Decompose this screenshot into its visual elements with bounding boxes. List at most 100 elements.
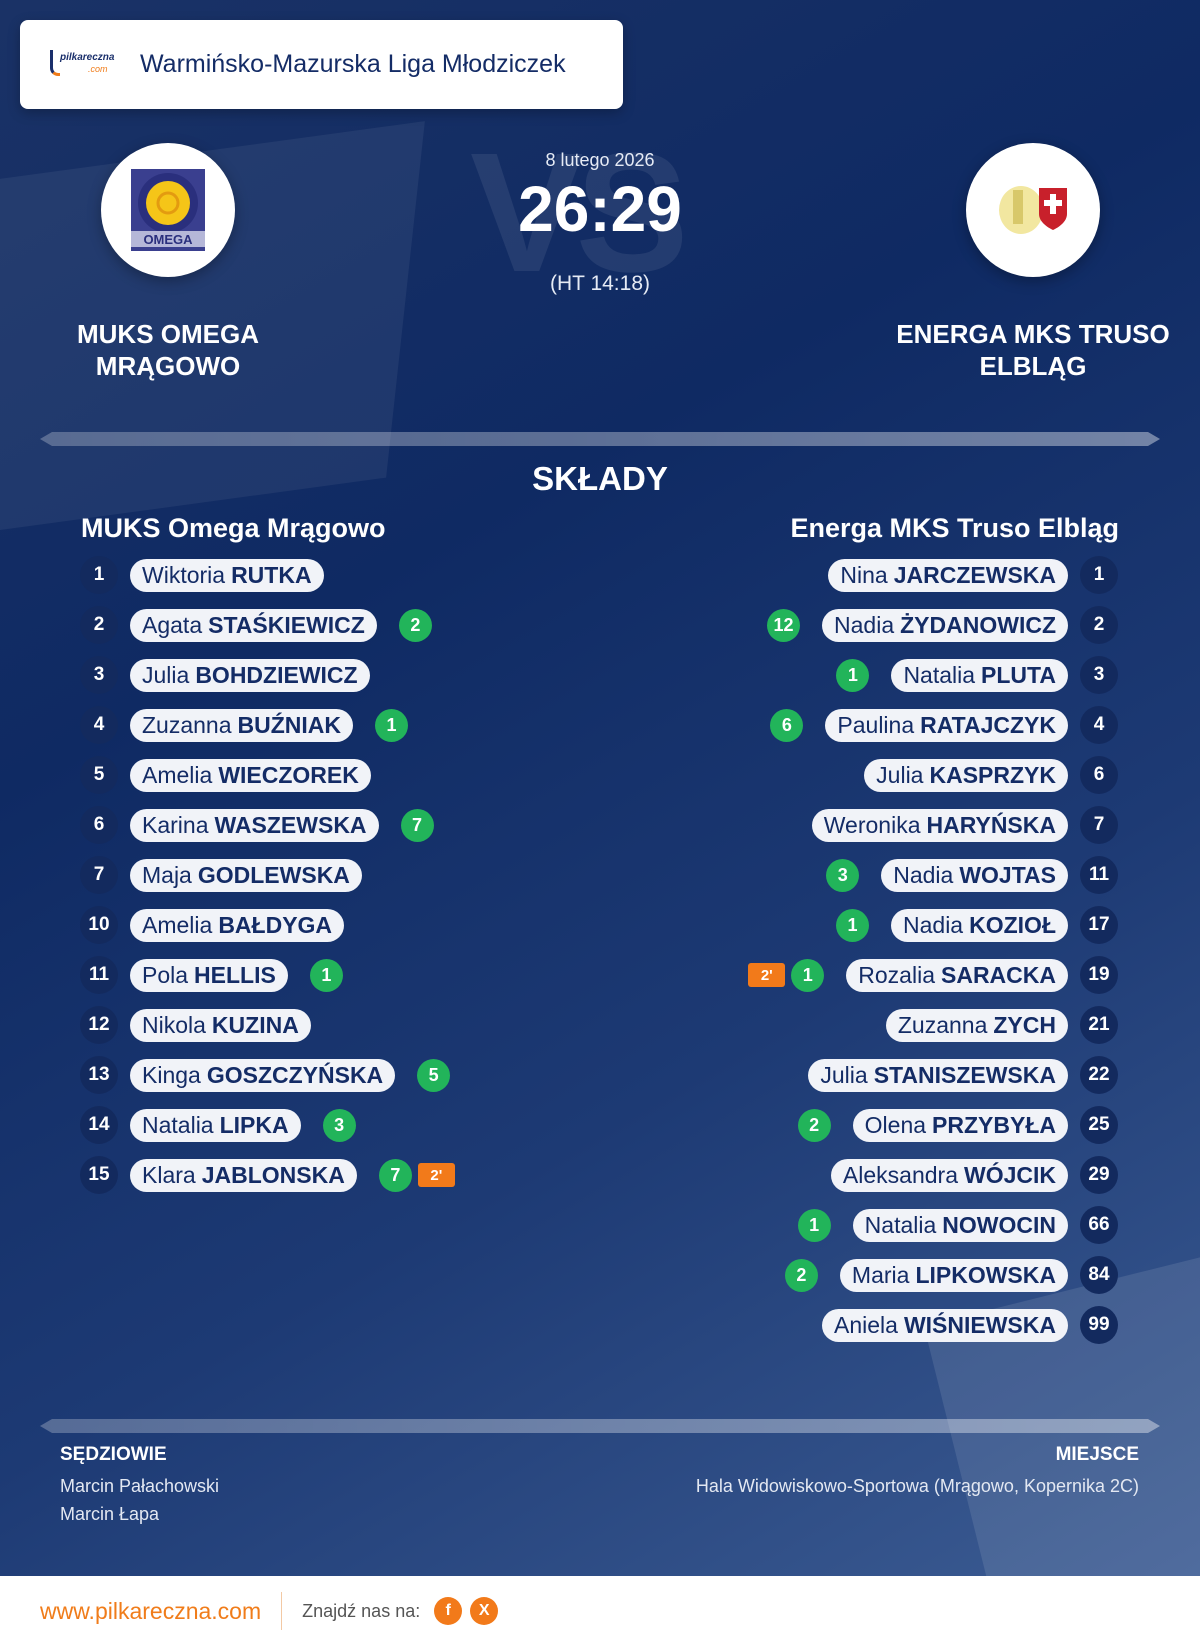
last-name: BOHDZIEWICZ xyxy=(195,661,358,688)
away-crest xyxy=(966,143,1100,277)
player-name: Zuzanna ZYCH xyxy=(885,1008,1068,1042)
player-row: 7 Weronika HARYŃSKA xyxy=(790,806,1118,844)
facebook-icon[interactable]: f xyxy=(434,1597,463,1625)
player-name: Amelia WIECZOREK xyxy=(130,758,371,792)
last-name: WÓJCIK xyxy=(964,1161,1056,1188)
first-name: Amelia xyxy=(142,911,213,938)
shirt-number: 3 xyxy=(80,656,118,694)
shirt-number: 19 xyxy=(1080,956,1118,994)
first-name: Nina xyxy=(840,561,888,588)
divider xyxy=(40,1419,1160,1433)
player-name: Aleksandra WÓJCIK xyxy=(830,1158,1068,1192)
shirt-number: 13 xyxy=(80,1056,118,1094)
shirt-number: 11 xyxy=(1080,856,1118,894)
player-row: 22 Julia STANISZEWSKA xyxy=(786,1056,1118,1094)
last-name: LIPKA xyxy=(219,1111,289,1138)
first-name: Maja xyxy=(142,861,192,888)
first-name: Olena xyxy=(864,1111,927,1138)
shirt-number: 2 xyxy=(80,606,118,644)
first-name: Julia xyxy=(820,1061,868,1088)
player-name: Weronika HARYŃSKA xyxy=(811,808,1068,842)
player-name: Maja GODLEWSKA xyxy=(130,858,362,892)
venue-title: MIEJSCE xyxy=(1055,1444,1139,1465)
svg-text:OMEGA: OMEGA xyxy=(143,232,193,247)
last-name: ZYCH xyxy=(993,1011,1056,1038)
away-team-name: ENERGA MKS TRUSO ELBLĄG xyxy=(896,319,1170,381)
first-name: Natalia xyxy=(142,1111,214,1138)
player-name: Natalia PLUTA xyxy=(891,658,1068,692)
first-name: Zuzanna xyxy=(897,1011,988,1038)
last-name: GODLEWSKA xyxy=(197,861,350,888)
last-name: JABLONSKA xyxy=(201,1161,345,1188)
shirt-number: 7 xyxy=(1080,806,1118,844)
player-row: 4 Zuzanna BUŹNIAK 1 xyxy=(80,706,409,744)
first-name: Karina xyxy=(142,811,209,838)
first-name: Julia xyxy=(876,761,924,788)
last-name: KASPRZYK xyxy=(929,761,1056,788)
halftime-score: (HT 14:18) xyxy=(550,272,650,295)
first-name: Aniela xyxy=(834,1311,898,1338)
goals-badge: 3 xyxy=(322,1108,356,1142)
official-name: Marcin Łapa xyxy=(60,1504,160,1524)
player-name: Agata STAŚKIEWICZ xyxy=(130,608,377,642)
goals-badge: 6 xyxy=(770,708,804,742)
player-row: 2 Nadia ŻYDANOWICZ 12 xyxy=(767,606,1118,644)
player-row: 13 Kinga GOSZCZYŃSKA 5 xyxy=(80,1056,451,1094)
first-name: Amelia xyxy=(142,761,213,788)
player-row: 3 Natalia PLUTA 1 xyxy=(836,656,1118,694)
goals-badge: 1 xyxy=(836,908,869,942)
shirt-number: 6 xyxy=(80,806,118,844)
goals-badge: 2 xyxy=(784,1258,818,1292)
league-header: pilkareczna .com Warmińsko-Mazurska Liga … xyxy=(20,20,623,109)
first-name: Kinga xyxy=(142,1061,201,1088)
home-crest: OMEGA xyxy=(101,143,235,277)
shirt-number: 66 xyxy=(1080,1206,1118,1244)
venue-text: Hala Widowiskowo-Sportowa (Mrągowo, Kope… xyxy=(695,1476,1139,1496)
player-row: 2 Agata STAŚKIEWICZ 2 xyxy=(80,606,432,644)
shirt-number: 1 xyxy=(80,556,118,594)
find-us-label: Znajdź nas na: xyxy=(302,1600,421,1621)
player-name: Julia KASPRZYK xyxy=(864,758,1068,792)
x-icon[interactable]: X xyxy=(470,1597,499,1625)
goals-badge: 1 xyxy=(797,1208,831,1242)
shirt-number: 7 xyxy=(80,856,118,894)
shirt-number: 10 xyxy=(80,906,118,944)
first-name: Agata xyxy=(142,611,203,638)
player-name: Amelia BAŁDYGA xyxy=(130,908,345,942)
shirt-number: 4 xyxy=(80,706,118,744)
last-name: GOSZCZYŃSKA xyxy=(206,1061,384,1088)
player-name: Natalia LIPKA xyxy=(130,1108,301,1142)
shirt-number: 3 xyxy=(1080,656,1118,694)
last-name: ŻYDANOWICZ xyxy=(900,611,1056,638)
first-name: Pola xyxy=(142,961,189,988)
shirt-number: 1 xyxy=(1080,556,1118,594)
last-name: SARACKA xyxy=(941,961,1056,988)
last-name: WIECZOREK xyxy=(218,761,359,788)
website-link[interactable]: www.pilkareczna.com xyxy=(40,1592,283,1630)
player-row: 1 Wiktoria RUTKA xyxy=(80,556,346,594)
last-name: JARCZEWSKA xyxy=(893,561,1056,588)
league-title: Warmińsko-Mazurska Liga Młodziczek xyxy=(140,50,566,78)
pilkareczna-logo[interactable]: pilkareczna .com xyxy=(50,49,120,80)
player-name: Natalia NOWOCIN xyxy=(852,1208,1068,1242)
last-name: HELLIS xyxy=(194,961,276,988)
player-name: Karina WASZEWSKA xyxy=(130,808,379,842)
shirt-number: 2 xyxy=(1080,606,1118,644)
shirt-number: 5 xyxy=(80,756,118,794)
player-row: 19 Rozalia SARACKA 1 2' xyxy=(748,956,1118,994)
last-name: BAŁDYGA xyxy=(218,911,333,938)
first-name: Nadia xyxy=(834,611,895,638)
last-name: PRZYBYŁA xyxy=(932,1111,1056,1138)
shirt-number: 17 xyxy=(1080,906,1118,944)
player-name: Wiktoria RUTKA xyxy=(130,558,324,592)
player-name: Nadia ŻYDANOWICZ xyxy=(822,608,1068,642)
last-name: HARYŃSKA xyxy=(926,811,1057,838)
last-name: RATAJCZYK xyxy=(920,711,1056,738)
player-row: 17 Nadia KOZIOŁ 1 xyxy=(836,906,1118,944)
last-name: KUZINA xyxy=(211,1011,299,1038)
first-name: Klara xyxy=(142,1161,196,1188)
last-name: RUTKA xyxy=(231,561,312,588)
goals-badge: 1 xyxy=(791,958,825,992)
player-name: Aniela WIŚNIEWSKA xyxy=(822,1308,1068,1342)
match-date: 8 lutego 2026 xyxy=(545,150,655,170)
